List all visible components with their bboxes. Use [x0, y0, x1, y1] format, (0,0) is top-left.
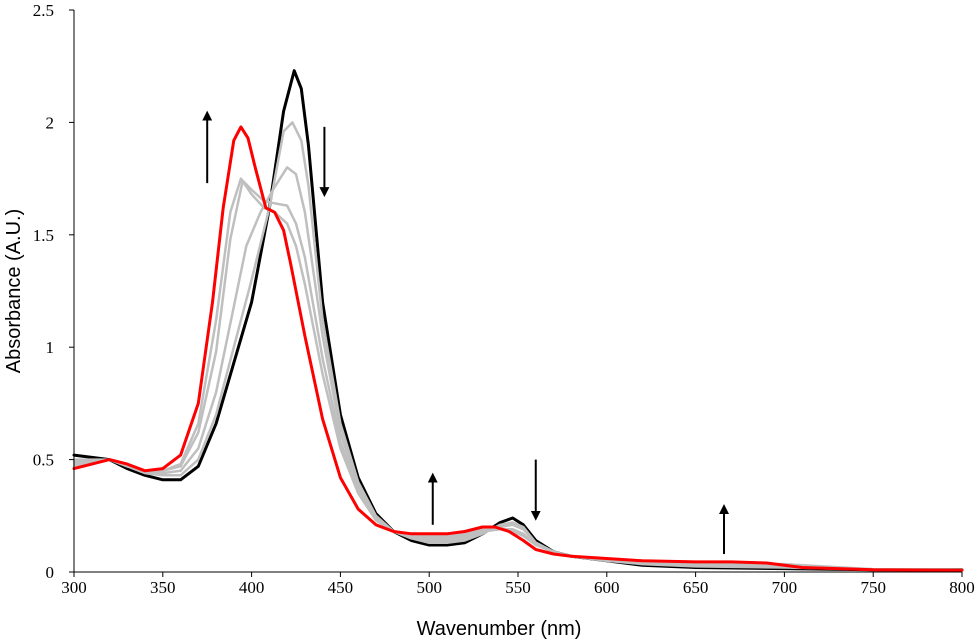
trend-arrows [202, 110, 730, 555]
x-tick-label: 350 [150, 578, 176, 597]
x-tick-label: 750 [860, 578, 886, 597]
x-tick-label: 700 [772, 578, 798, 597]
y-tick-label: 0.5 [33, 451, 54, 470]
y-tick-label: 2.5 [33, 1, 54, 20]
x-tick-label: 550 [505, 578, 531, 597]
x-tick-label: 450 [328, 578, 354, 597]
series-layer [72, 69, 964, 572]
x-tick-label: 800 [949, 578, 975, 597]
y-tick-label: 1 [46, 338, 55, 357]
y-axis-title: Absorbance (A.U.) [3, 209, 25, 374]
y-axis-ticks: 0 0.5 1 1.5 2 2.5 [33, 1, 74, 582]
y-tick-label: 0 [46, 563, 55, 582]
spectrum-line-5 [72, 177, 964, 572]
y-tick-label: 1.5 [33, 226, 54, 245]
y-tick-label: 2 [46, 113, 55, 132]
x-tick-label: 650 [683, 578, 709, 597]
spectrum-line-6 [72, 125, 964, 572]
x-tick-label: 500 [416, 578, 442, 597]
x-tick-label: 400 [239, 578, 265, 597]
x-tick-label: 300 [61, 578, 87, 597]
x-axis-title: Wavenumber (nm) [417, 618, 582, 640]
x-axis-ticks: 300 350 400 450 500 550 600 650 700 750 800 [61, 572, 975, 597]
x-tick-label: 600 [594, 578, 620, 597]
